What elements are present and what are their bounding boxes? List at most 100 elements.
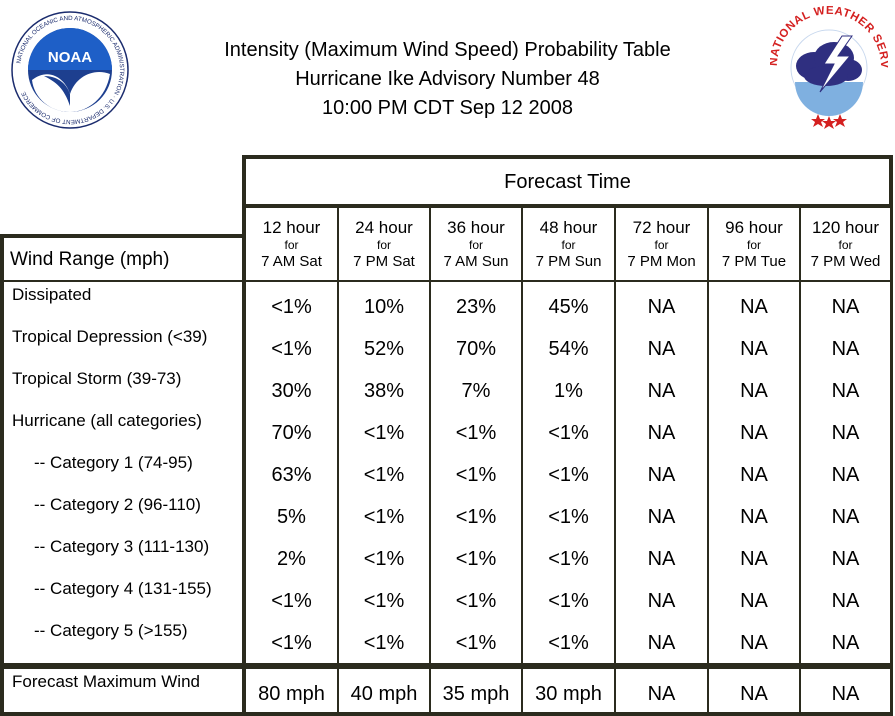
table-cell-value: <1% [363, 632, 405, 654]
wind-range-header: Wind Range (mph) [4, 238, 242, 280]
table-cell-value: 38% [363, 380, 405, 402]
value-group [339, 324, 429, 366]
value-group [801, 669, 890, 712]
column-for: for [468, 238, 483, 252]
table-cell-value: <1% [271, 338, 312, 360]
noaa-logo: NATIONAL OCEANIC AND ATMOSPHERIC ADMINIS… [11, 11, 129, 129]
table-cell-value: 52% [363, 338, 405, 360]
column-header: 36 hour for 7 AM Sun [431, 208, 521, 280]
column-for: for [838, 238, 853, 252]
value-group [616, 282, 707, 324]
value-group [431, 282, 521, 324]
value-group [523, 408, 614, 663]
title-line-3: 10:00 PM CDT Sep 12 2008 [322, 97, 573, 119]
table-cell-value: 1% [554, 380, 583, 402]
row-label: Tropical Depression (<39) [12, 327, 208, 346]
table-cell-value: NA [831, 338, 860, 360]
column-when: 7 PM Sat [353, 253, 415, 270]
row-label: -- Category 2 (96-110) [34, 495, 201, 514]
value-group [801, 408, 890, 663]
value-group [616, 408, 707, 663]
column-for: for [376, 238, 391, 252]
table-cell-value: 40 mph [350, 683, 418, 705]
page-title: Intensity (Maximum Wind Speed) Probabili… [0, 36, 895, 123]
column-header: 120 hour for 7 PM Wed [801, 208, 890, 280]
value-group [709, 282, 799, 324]
table-cell-value: <1% [363, 506, 405, 528]
table-cell-value: NA [647, 338, 676, 360]
value-group [709, 366, 799, 408]
wind-range-label: Wind Range (mph) [10, 249, 170, 270]
value-group [709, 324, 799, 366]
value-group [801, 366, 890, 408]
table-cell-value: 54% [548, 338, 589, 360]
table-cell-value: 30% [271, 380, 312, 402]
table-cell-value: NA [740, 296, 768, 318]
column-header: 96 hour for 7 PM Tue [709, 208, 799, 280]
table-cell-value: NA [647, 380, 676, 402]
table-cell-value: 45% [548, 296, 589, 318]
row-label: Tropical Storm (39-73) [12, 369, 182, 388]
column-when: 7 AM Sat [261, 253, 322, 270]
nws-logo: NATIONAL WEATHER SERVICE [770, 6, 888, 129]
column-hours: 24 hour [355, 218, 413, 237]
row-label-group [4, 282, 242, 324]
table-cell-value: NA [647, 632, 676, 654]
column-hours: 120 hour [811, 218, 880, 237]
row-label: -- Category 1 (74-95) [34, 453, 193, 472]
table-cell-value: 2% [277, 548, 306, 570]
noaa-wordmark: NOAA [48, 49, 92, 66]
row-label-group [4, 324, 242, 366]
value-group [339, 408, 429, 663]
title-line-2: Hurricane Ike Advisory Number 48 [295, 68, 600, 90]
table-cell-value: NA [647, 296, 676, 318]
table-cell-value: NA [647, 422, 676, 444]
row-label-group [4, 669, 242, 712]
table-cell-value: <1% [455, 464, 497, 486]
table-cell-value: NA [647, 464, 676, 486]
column-hours: 12 hour [262, 218, 321, 237]
table-cell-value: NA [831, 590, 860, 612]
table-cell-value: 10% [363, 296, 405, 318]
column-hours: 36 hour [447, 218, 505, 237]
forecast-time-label: Forecast Time [504, 171, 631, 193]
row-label-group [4, 408, 242, 663]
table-cell-value: <1% [455, 632, 497, 654]
value-group [709, 408, 799, 663]
row-label: Hurricane (all categories) [12, 411, 202, 430]
value-group [339, 366, 429, 408]
column-when: 7 PM Wed [810, 253, 881, 270]
table-cell-value: <1% [455, 506, 497, 528]
table-cell-value: NA [831, 380, 860, 402]
table-cell-value: NA [740, 683, 768, 705]
table-cell-value: 23% [455, 296, 497, 318]
table-cell-value: NA [740, 506, 768, 528]
column-when: 7 PM Tue [721, 253, 787, 270]
column-when: 7 AM Sun [443, 253, 509, 270]
table-cell-value: NA [831, 422, 860, 444]
value-group [246, 324, 337, 366]
table-cell-value: NA [647, 683, 676, 705]
table-cell-value: NA [831, 548, 860, 570]
table-cell-value: NA [831, 506, 860, 528]
value-group [246, 669, 337, 712]
value-group [431, 669, 521, 712]
value-group [246, 366, 337, 408]
table-cell-value: 63% [271, 464, 312, 486]
table-cell-value: NA [740, 464, 768, 486]
table-cell-value: NA [647, 506, 676, 528]
table-cell-value: <1% [363, 422, 405, 444]
table-cell-value: NA [831, 464, 860, 486]
table-cell-value: NA [740, 380, 768, 402]
column-when: 7 PM Mon [627, 253, 696, 270]
value-group [616, 324, 707, 366]
value-group [246, 408, 337, 663]
column-header: 48 hour for 7 PM Sun [523, 208, 614, 280]
table-cell-value: 7% [461, 380, 491, 402]
column-for: for [284, 238, 299, 252]
column-header: 24 hour for 7 PM Sat [339, 208, 429, 280]
table-cell-value: 80 mph [258, 683, 325, 705]
table-cell-value: NA [740, 632, 768, 654]
row-label: -- Category 5 (>155) [34, 621, 188, 640]
table-cell-value: NA [647, 590, 676, 612]
